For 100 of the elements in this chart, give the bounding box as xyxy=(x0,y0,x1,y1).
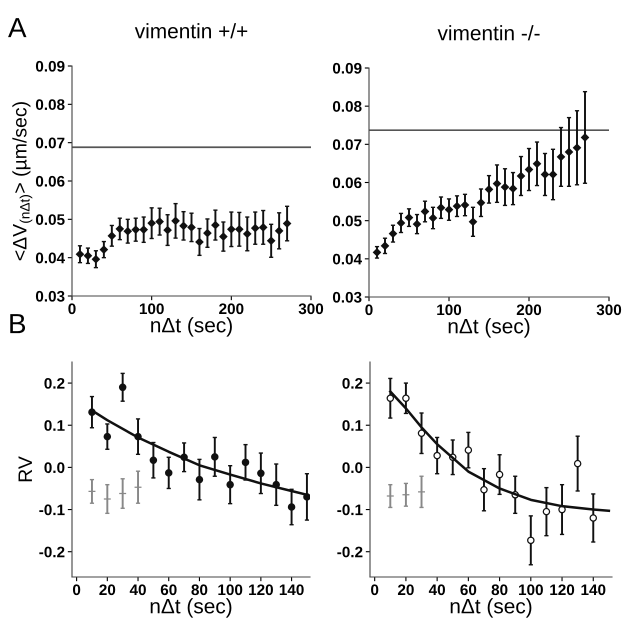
point xyxy=(508,184,518,193)
point xyxy=(496,470,504,478)
point xyxy=(267,236,276,245)
x-tick-label: 0 xyxy=(371,584,378,596)
point xyxy=(420,207,430,216)
point xyxy=(484,185,494,194)
point xyxy=(524,165,534,174)
point xyxy=(275,226,284,235)
y-tick-label: 0.03 xyxy=(36,290,65,302)
point xyxy=(257,470,265,478)
point xyxy=(288,503,296,511)
y-tick-label: -0.1 xyxy=(39,504,65,516)
y-tick-label: 0.2 xyxy=(342,378,362,389)
y-tick-label: 0.08 xyxy=(332,101,362,112)
x-tick-label: 140 xyxy=(280,584,304,596)
point xyxy=(527,536,535,544)
x-tick-label: 200 xyxy=(219,303,244,314)
point xyxy=(84,252,92,260)
point xyxy=(580,133,590,142)
point xyxy=(464,446,472,454)
point xyxy=(211,221,220,230)
point xyxy=(480,486,488,494)
y-tick-label: 0.04 xyxy=(36,252,65,264)
point xyxy=(242,458,250,466)
point xyxy=(259,223,268,232)
point xyxy=(211,453,219,461)
point xyxy=(444,206,454,214)
y-tick-label: 0.1 xyxy=(342,420,363,431)
point xyxy=(372,248,382,256)
y-tick-label: 0.0 xyxy=(44,462,64,474)
x-tick-label: 100 xyxy=(437,304,462,316)
point xyxy=(100,246,108,254)
point xyxy=(532,160,542,168)
point xyxy=(418,429,426,437)
y-tick-label: 0.03 xyxy=(332,292,362,303)
x-tick-label: 80 xyxy=(492,584,508,596)
text: B xyxy=(10,314,26,334)
y-tick-label: 0.04 xyxy=(332,254,362,265)
x-tick-label: 60 xyxy=(460,584,476,596)
x-tick-label: 20 xyxy=(99,584,116,596)
x-tick-label: 200 xyxy=(516,304,542,316)
point xyxy=(540,170,550,179)
point xyxy=(542,508,550,516)
point xyxy=(92,255,100,264)
point xyxy=(196,476,204,484)
point xyxy=(104,432,112,440)
point xyxy=(436,204,446,212)
y-tick-label: 0.06 xyxy=(332,177,362,188)
x-tick-label: 40 xyxy=(428,584,446,596)
x-axis-title: nΔt (sec) xyxy=(450,598,532,618)
x-axis-title: nΔt (sec) xyxy=(151,317,232,337)
x-tick-label: 0 xyxy=(72,584,80,596)
y-axis-title: RV xyxy=(18,456,32,482)
x-tick-label: 100 xyxy=(140,303,164,314)
point xyxy=(402,394,410,402)
point xyxy=(179,222,188,230)
x-tick-label: 80 xyxy=(191,584,208,596)
x-tick-label: 300 xyxy=(298,303,324,314)
point xyxy=(548,170,558,179)
point xyxy=(388,230,398,238)
point xyxy=(433,452,441,460)
point xyxy=(574,460,582,468)
y-tick-label: 0.07 xyxy=(332,139,362,150)
point xyxy=(476,198,486,207)
point xyxy=(172,216,180,225)
point xyxy=(396,218,406,228)
x-tick-label: 300 xyxy=(596,304,622,316)
point xyxy=(203,229,212,238)
point xyxy=(452,202,462,210)
y-tick-label: 0.05 xyxy=(36,214,65,226)
x-axis-title: nΔt (sec) xyxy=(150,598,232,618)
y-tick-label: 0.1 xyxy=(44,420,65,431)
x-axis-title: nΔt (sec) xyxy=(448,318,530,338)
point xyxy=(227,225,236,234)
point xyxy=(564,148,574,156)
y-tick-label: 0.07 xyxy=(36,138,64,148)
point xyxy=(516,172,526,180)
point xyxy=(219,232,228,241)
point xyxy=(243,230,252,238)
y-tick-label: 0.08 xyxy=(36,99,65,110)
y-tick-label: -0.2 xyxy=(337,546,362,558)
point xyxy=(124,227,132,236)
point xyxy=(460,200,470,210)
point xyxy=(380,242,390,250)
point xyxy=(492,180,502,188)
point xyxy=(556,152,566,161)
point xyxy=(283,219,292,228)
point xyxy=(590,514,598,522)
y-tick-label: 0.05 xyxy=(332,216,362,226)
point xyxy=(251,224,260,232)
point xyxy=(164,226,172,234)
x-tick-label: 0 xyxy=(68,303,76,314)
x-tick-label: 100 xyxy=(218,584,242,596)
point xyxy=(150,456,158,464)
point xyxy=(118,384,126,392)
point xyxy=(148,219,156,228)
point xyxy=(428,214,438,222)
chart-title: vimentin +/+ xyxy=(134,23,248,38)
y-tick-label: -0.2 xyxy=(39,546,64,558)
x-tick-label: 120 xyxy=(249,584,273,596)
